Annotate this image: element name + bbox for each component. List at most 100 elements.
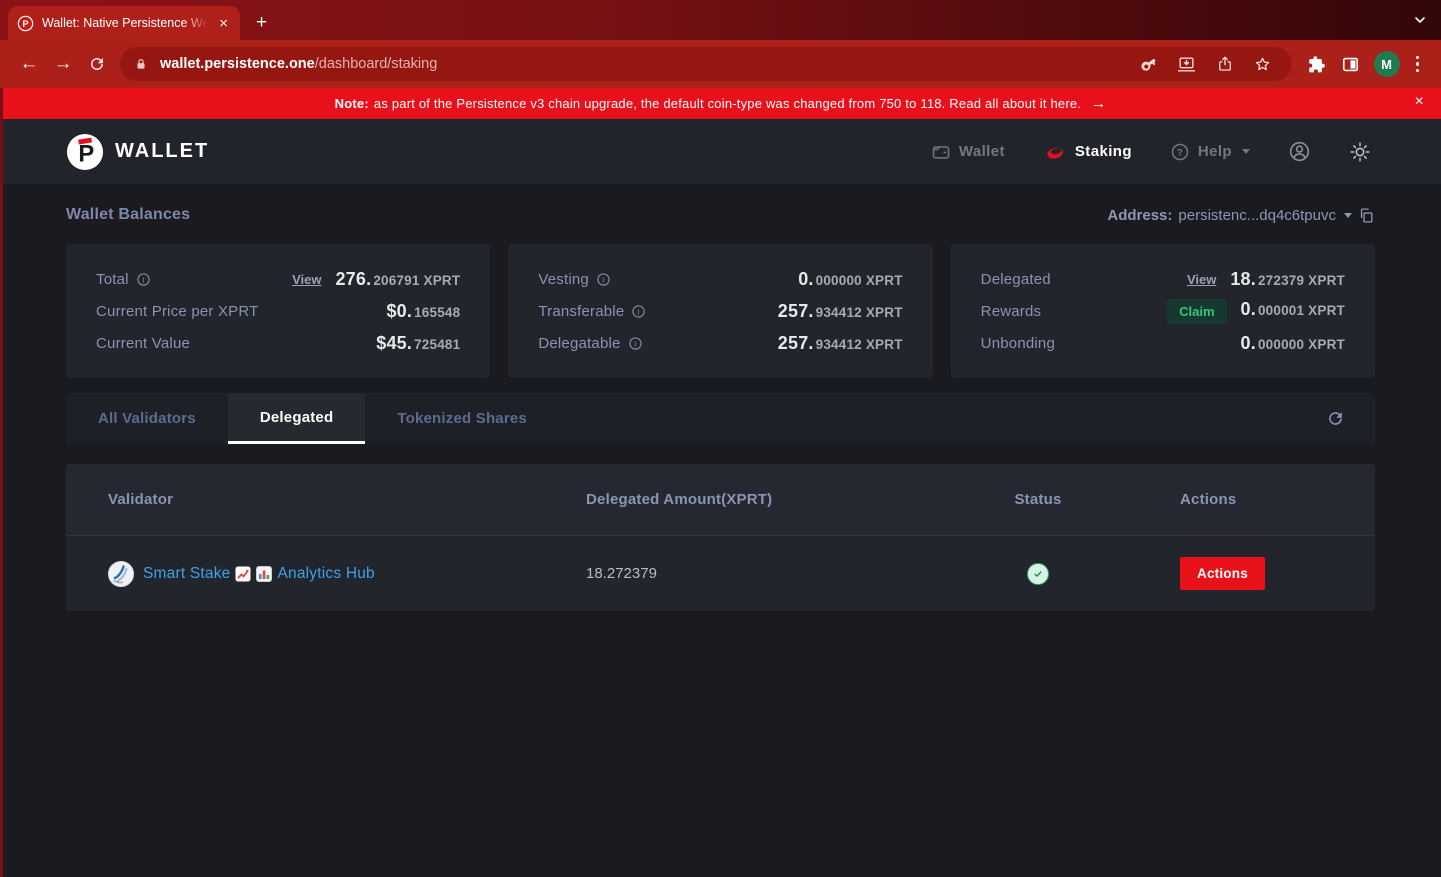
card-vesting: Vesting i 0. 000000 XPRT Transferable i … [508, 244, 933, 378]
value-int: 18. [1230, 268, 1256, 289]
balance-row-delegated: Delegated View 18. 272379 XPRT [981, 266, 1345, 292]
col-amount: Delegated Amount(XPRT) [586, 491, 773, 508]
tab-all-validators[interactable]: All Validators [98, 410, 196, 427]
validator-name-part2: Analytics Hub [277, 564, 375, 582]
value-dec: 725481 [414, 336, 461, 352]
wallet-address[interactable]: Address: persistenc...dq4c6tpuvc [1107, 207, 1375, 224]
row-label: Vesting [538, 270, 589, 288]
card-delegated: Delegated View 18. 272379 XPRT Rewards C… [950, 244, 1375, 378]
staking-logo-icon [1047, 147, 1063, 159]
row-label: Transferable [538, 302, 625, 320]
table-row: Smart Stake Analytics Hub 18.2723 [66, 536, 1375, 611]
row-label: Delegated [980, 270, 1051, 288]
tab-close-icon[interactable]: × [219, 14, 228, 32]
svg-text:i: i [634, 339, 637, 348]
nav-help-label: Help [1197, 143, 1232, 160]
browser-tab[interactable]: P Wallet: Native Persistence Wel × [8, 6, 240, 40]
value-int: 0. [1240, 332, 1256, 353]
nav-item-wallet[interactable]: Wallet [931, 142, 1005, 162]
theme-sun-icon[interactable] [1349, 141, 1371, 163]
value-int: 276. [335, 268, 372, 289]
nav-item-staking[interactable]: Staking [1043, 141, 1132, 163]
caret-down-icon [1242, 149, 1250, 154]
reload-icon[interactable] [80, 55, 114, 73]
browser-toolbar: ← → wallet.persistence.one/dashboard/sta… [0, 40, 1441, 88]
tab-delegated[interactable]: Delegated [227, 393, 366, 444]
row-label: Delegatable [538, 334, 621, 352]
banner-close-icon[interactable]: × [1414, 93, 1424, 110]
row-label: Current Value [96, 334, 191, 352]
balance-row-delegatable: Delegatable i 257. 934412 XPRT [538, 330, 902, 356]
validator-cell: Smart Stake Analytics Hub [108, 560, 468, 587]
bookmark-star-icon[interactable] [1248, 55, 1278, 74]
window-left-edge [0, 88, 3, 877]
install-download-icon[interactable] [1172, 55, 1202, 74]
tab-title: Wallet: Native Persistence Wel [42, 16, 209, 30]
view-link[interactable]: View [1186, 271, 1217, 287]
browser-menu-icon[interactable] [1406, 55, 1430, 73]
value-dec: 165548 [414, 304, 461, 320]
balance-cards: Total i View 276. 206791 XPRT Current Pr… [66, 244, 1375, 378]
view-link[interactable]: View [292, 271, 322, 287]
copy-icon[interactable] [1358, 207, 1375, 224]
forward-icon[interactable]: → [53, 53, 73, 74]
tab-tokenized-shares[interactable]: Tokenized Shares [397, 410, 527, 427]
nav-staking-label: Staking [1074, 143, 1132, 160]
note-message: as part of the Persistence v3 chain upgr… [373, 96, 1082, 111]
value-dec: 206791 XPRT [373, 272, 461, 288]
value-int: 0. [1240, 298, 1256, 319]
nav-wallet-label: Wallet [958, 143, 1005, 160]
new-tab-button[interactable]: + [256, 12, 268, 33]
address-value: persistenc...dq4c6tpuvc [1178, 206, 1336, 224]
value-int: 257. [777, 300, 814, 321]
claim-button[interactable]: Claim [1167, 298, 1227, 324]
refresh-icon[interactable] [1326, 393, 1375, 444]
value-dec: 272379 XPRT [1257, 272, 1345, 288]
value-int: 0. [798, 268, 814, 289]
svg-text:i: i [142, 275, 145, 284]
extensions-puzzle-icon[interactable] [1300, 55, 1334, 74]
active-check-icon [1027, 562, 1049, 585]
side-panel-icon[interactable] [1334, 55, 1368, 74]
table-header-row: Validator Delegated Amount(XPRT) Status … [66, 464, 1375, 536]
value-dec: 934412 XPRT [815, 336, 903, 352]
balance-row-unbonding: Unbonding 0. 000000 XPRT [981, 330, 1345, 356]
wallet-icon [932, 145, 950, 159]
info-icon[interactable]: i [136, 272, 151, 287]
app-nav: Wallet Staking ? Help [931, 140, 1371, 163]
value-dec: 934412 XPRT [815, 304, 903, 320]
info-icon[interactable]: i [628, 336, 643, 351]
value-int: 257. [777, 332, 814, 353]
help-icon: ? [1171, 143, 1189, 160]
status-cell [1027, 562, 1049, 585]
url-text: wallet.persistence.one/dashboard/staking [160, 56, 437, 72]
chart-increasing-emoji-icon [235, 566, 251, 581]
profile-avatar[interactable]: M [1373, 51, 1400, 77]
upgrade-notice-banner: Note: as part of the Persistence v3 chai… [0, 88, 1441, 119]
address-bar[interactable]: wallet.persistence.one/dashboard/staking [120, 47, 1292, 81]
note-label: Note: [334, 96, 369, 111]
nav-item-help[interactable]: ? Help [1170, 142, 1250, 162]
browser-tab-strip: P Wallet: Native Persistence Wel × + [0, 0, 1441, 40]
account-icon[interactable] [1288, 140, 1311, 163]
delegations-table: Validator Delegated Amount(XPRT) Status … [66, 464, 1375, 611]
info-icon[interactable]: i [631, 304, 646, 319]
back-icon[interactable]: ← [19, 53, 39, 74]
address-label: Address: [1107, 206, 1173, 224]
balance-row-vesting: Vesting i 0. 000000 XPRT [538, 266, 902, 292]
password-key-icon[interactable] [1134, 55, 1164, 73]
chevron-down-icon[interactable] [1413, 13, 1427, 27]
row-label: Unbonding [980, 334, 1056, 352]
validator-link[interactable]: Smart Stake Analytics Hub [143, 565, 375, 583]
value-dec: 000000 XPRT [1257, 336, 1345, 352]
actions-button[interactable]: Actions [1180, 557, 1265, 590]
wallet-brand[interactable]: P WALLET [66, 133, 209, 171]
arrow-right-icon[interactable]: → [1091, 95, 1107, 112]
row-label: Current Price per XPRT [96, 302, 259, 320]
main-content: Wallet Balances Address: persistenc...dq… [0, 184, 1441, 611]
caret-down-icon[interactable] [1344, 212, 1352, 218]
info-icon[interactable]: i [596, 272, 611, 287]
share-icon[interactable] [1210, 55, 1240, 73]
validator-name-part1: Smart Stake [143, 564, 231, 582]
balance-row-price: Current Price per XPRT $0. 165548 [96, 298, 460, 324]
